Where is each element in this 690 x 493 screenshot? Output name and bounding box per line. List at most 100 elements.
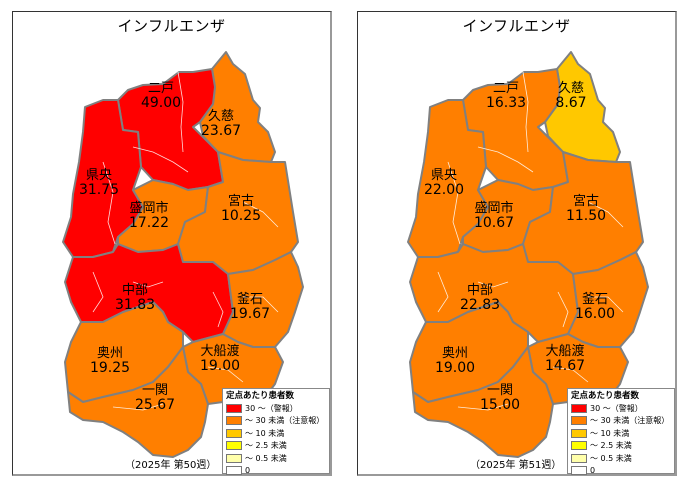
legend-swatch [571,428,587,438]
region-label-morioka: 盛岡市 10.67 [464,202,524,231]
region-name: 大船渡 [545,344,585,359]
region-name: 釜石 [236,292,263,307]
legend-label: 〜 10 未満 [590,428,630,438]
legend-label: 〜 0.5 未満 [245,453,287,463]
region-value: 11.50 [565,208,607,224]
legend-item: 〜 30 未満（注意報） [571,415,671,428]
region-name: 宮古 [572,194,599,209]
region-value: 25.67 [134,397,176,413]
region-name: 県央 [85,168,112,183]
region-label-kenou: 県央 22.00 [414,168,474,198]
legend-swatch [571,441,587,451]
region-name: 一関 [486,383,513,398]
legend-item: 〜 0.5 未満 [226,452,326,465]
region-label-miyako: 宮古 11.50 [556,194,616,224]
legend-item: 〜 10 未満 [571,427,671,440]
map-panel-week51: インフルエンザ 二戸 16.33 久慈 8.67 県央 22. [357,11,677,476]
legend-swatch [226,453,242,463]
region-label-chubu: 中部 31.83 [105,283,165,313]
region-value: 19.00 [199,358,241,374]
region-value: 23.67 [200,123,242,139]
legend-swatch [226,428,242,438]
map-title: インフルエンザ [462,17,571,35]
region-value: 31.83 [114,297,156,313]
map-panel-week50: インフルエンザ 二戸 49.00 久慈 23.67 県央 31 [12,11,332,476]
region-label-chubu: 中部 22.83 [450,283,510,313]
region-label-morioka: 盛岡市 17.22 [119,201,179,231]
region-label-miyako: 宮古 10.25 [211,194,271,224]
region-label-kamaishi: 釜石 16.00 [565,293,625,322]
region-value: 19.00 [434,360,476,376]
region-label-ofunato: 大船渡 14.67 [535,344,595,374]
legend-item: 〜 2.5 未満 [571,440,671,453]
region-ichinoseki [412,346,554,458]
legend-label: 〜 2.5 未満 [590,441,632,451]
region-label-kamaishi: 釜石 19.67 [220,292,280,322]
week-label: （2025年 第51週） [470,460,562,471]
region-value: 19.67 [229,306,271,322]
legend-label: 〜 10 未満 [245,428,285,438]
region-label-kenou: 県央 31.75 [69,168,129,198]
region-label-kuji: 久慈 8.67 [541,81,601,111]
region-value: 16.00 [574,306,616,322]
legend-swatch [571,466,587,476]
legend-swatch [226,466,242,476]
region-value: 10.25 [220,208,262,224]
legend-item: 0 [571,465,671,478]
region-name: 二戸 [147,81,174,96]
legend-swatch [226,416,242,426]
legend-label: 〜 2.5 未満 [245,441,287,451]
region-value: 8.67 [555,95,587,111]
region-ichinoseki [67,346,209,458]
region-name: 二戸 [492,81,519,96]
region-label-ninohe: 二戸 49.00 [131,81,191,111]
legend-label: 〜 30 未満（注意報） [590,416,670,426]
region-name: 奥州 [96,346,123,361]
region-name: 宮古 [227,194,254,209]
legend-item: 〜 2.5 未満 [226,440,326,453]
region-value: 17.22 [128,215,170,231]
region-name: 中部 [466,283,493,298]
region-value: 16.33 [485,95,527,111]
region-value: 15.00 [479,397,521,413]
region-label-oshu: 奥州 19.25 [80,346,140,376]
iwate-map [62,51,304,458]
region-label-ninohe: 二戸 16.33 [476,81,536,111]
region-value: 10.67 [473,215,515,231]
legend-label: 30 〜（警報） [245,403,298,413]
region-value: 49.00 [140,95,182,111]
legend-label: 0 [245,466,251,476]
region-value: 19.25 [89,360,131,376]
region-name: 久慈 [557,81,584,96]
legend-swatch [571,453,587,463]
region-label-oshu: 奥州 19.00 [425,346,485,376]
region-label-kuji: 久慈 23.67 [191,109,251,139]
region-value: 22.00 [423,182,465,198]
week-label: （2025年 第50週） [125,460,217,471]
legend-label: 〜 30 未満（注意報） [245,416,325,426]
legend-item: 30 〜（警報） [226,402,326,415]
region-label-ofunato: 大船渡 19.00 [190,345,250,374]
region-label-ichinoseki: 一関 25.67 [125,384,185,413]
region-name: 奥州 [441,346,468,361]
region-label-ichinoseki: 一関 15.00 [470,383,530,413]
legend-item: 0 [226,465,326,478]
legend-swatch [226,441,242,451]
legend-label: 30 〜（警報） [590,403,643,413]
region-name: 県央 [430,168,457,183]
region-ninohe [462,68,569,191]
region-value: 22.83 [459,297,501,313]
legend-item: 〜 10 未満 [226,427,326,440]
legend-label: 0 [590,466,596,476]
legend-label: 〜 0.5 未満 [590,453,632,463]
region-ninohe [117,68,224,191]
region-name: 盛岡市 [129,201,169,216]
legend-item: 30 〜（警報） [571,402,671,415]
region-name: 久慈 [207,109,234,124]
region-name: 中部 [121,283,148,298]
legend-item: 〜 0.5 未満 [571,452,671,465]
legend-swatch [571,416,587,426]
legend-title: 定点あたり患者数 [571,391,640,401]
legend: 定点あたり患者数 30 〜（警報） 〜 30 未満（注意報） 〜 10 未満 〜… [222,388,330,476]
legend: 定点あたり患者数 30 〜（警報） 〜 30 未満（注意報） 〜 10 未満 〜… [567,388,675,476]
